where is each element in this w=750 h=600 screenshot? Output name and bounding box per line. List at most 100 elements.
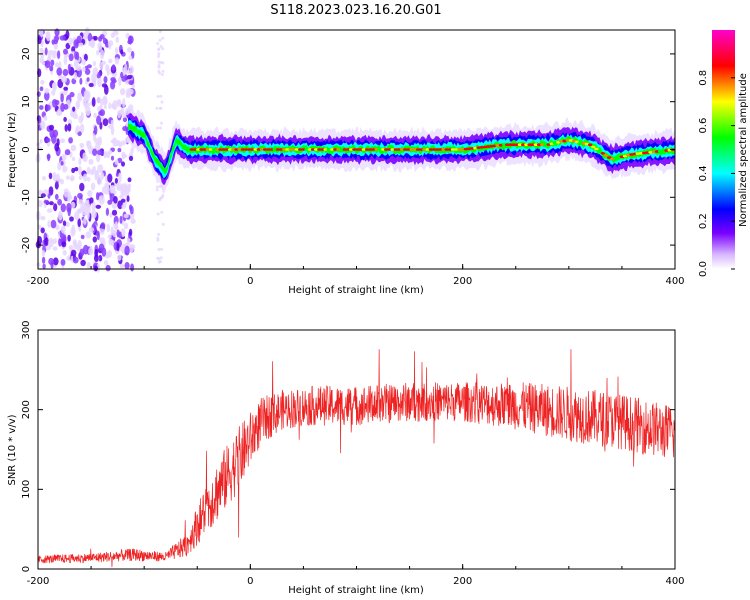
ridge-core <box>320 148 325 151</box>
noise-dot <box>128 55 133 60</box>
noise-dot <box>120 140 126 146</box>
noise-dot <box>161 69 165 73</box>
ridge-core <box>231 148 236 151</box>
ridge-core <box>272 148 277 151</box>
noise-dot <box>63 86 69 91</box>
snr-x-tick-label: -200 <box>27 576 50 587</box>
noise-dot <box>156 95 160 98</box>
noise-dot <box>53 42 58 50</box>
ridge-core <box>253 148 258 151</box>
ridge-core <box>247 148 252 151</box>
noise-dot <box>43 115 48 121</box>
noise-dot <box>50 219 57 229</box>
noise-dot <box>97 42 103 51</box>
noise-dot <box>37 36 42 45</box>
colorbar-tick-label: 0.2 <box>698 213 709 229</box>
ridge-core <box>441 148 446 151</box>
ridge-core <box>345 148 351 151</box>
noise-dot <box>40 227 45 234</box>
noise-dot <box>157 69 161 73</box>
noise-dot <box>56 177 62 182</box>
noise-dot <box>67 63 71 72</box>
ridge-core <box>415 148 421 151</box>
ridge-core <box>192 148 198 151</box>
noise-dot <box>72 256 79 264</box>
noise-dot <box>70 249 77 257</box>
colorbar-tick-label: 0.0 <box>698 261 709 277</box>
noise-dot <box>100 171 105 180</box>
noise-dot <box>77 239 82 250</box>
ridge-core <box>368 148 373 151</box>
ridge-core <box>565 138 570 142</box>
noise-dot <box>67 234 71 242</box>
ridge-core <box>390 148 395 151</box>
ridge-core <box>412 148 418 151</box>
noise-dot <box>44 91 50 101</box>
noise-dot <box>66 255 72 262</box>
noise-dot <box>41 249 46 257</box>
noise-dot <box>86 261 91 270</box>
noise-dot <box>40 120 46 130</box>
ridge-core <box>600 152 605 155</box>
ridge-core <box>237 148 242 151</box>
noise-dot <box>39 47 44 53</box>
snr-panel: -200 0 200 400 0 100 200 300 Height of straigh… <box>7 320 685 596</box>
noise-dot <box>52 238 58 245</box>
noise-dot <box>75 125 81 133</box>
noise-dot <box>40 216 46 221</box>
noise-dot <box>56 109 62 116</box>
noise-dot <box>96 115 102 125</box>
noise-dot <box>40 79 45 85</box>
noise-dot <box>101 83 108 88</box>
noise-dot <box>126 237 131 245</box>
noise-dot <box>89 197 94 204</box>
ridge-core <box>454 148 459 151</box>
noise-dot <box>61 241 67 248</box>
ridge-core <box>250 148 255 151</box>
ridge-core <box>243 148 249 151</box>
noise-dot <box>80 259 86 267</box>
ridge-core <box>403 148 408 151</box>
noise-dot <box>112 229 117 238</box>
noise-dot <box>44 60 51 68</box>
noise-dot <box>159 45 163 48</box>
noise-dot <box>118 231 122 239</box>
noise-dot <box>51 39 55 45</box>
noise-dot <box>91 201 96 211</box>
ridge-core <box>349 148 354 151</box>
noise-dot <box>157 54 160 58</box>
ridge-core <box>587 143 593 146</box>
ridge-core <box>269 148 274 151</box>
noise-dot <box>159 196 163 200</box>
noise-dot <box>63 48 68 55</box>
noise-dot <box>105 264 111 272</box>
noise-dot <box>95 192 100 201</box>
noise-dot <box>156 236 160 240</box>
noise-dot <box>82 152 87 162</box>
heatmap-x-ticks: -200 0 200 400 <box>27 264 685 287</box>
ridge-core <box>259 148 265 151</box>
colorbar-ticks: 0.0 0.2 0.4 0.6 0.8 <box>698 70 735 277</box>
ridge-core <box>425 148 430 151</box>
noise-dot <box>77 218 81 228</box>
noise-dot <box>57 50 61 60</box>
noise-dot <box>61 75 67 84</box>
ridge-core <box>314 148 319 151</box>
noise-dot <box>124 262 130 270</box>
noise-dot <box>94 265 98 272</box>
noise-dot <box>117 254 122 261</box>
heatmap-x-tick-label: 0 <box>247 276 253 287</box>
ridge-core <box>521 143 526 146</box>
ridge-core <box>218 148 223 151</box>
noise-dot <box>106 67 110 76</box>
noise-dot <box>155 106 159 110</box>
noise-dot <box>62 250 67 256</box>
noise-dot <box>78 175 83 180</box>
noise-dot <box>67 123 72 132</box>
noise-dot <box>88 82 94 88</box>
noise-dot <box>157 248 161 251</box>
snr-x-tick-label: 0 <box>247 576 253 587</box>
noise-dot <box>72 106 76 112</box>
noise-dot <box>161 193 165 197</box>
